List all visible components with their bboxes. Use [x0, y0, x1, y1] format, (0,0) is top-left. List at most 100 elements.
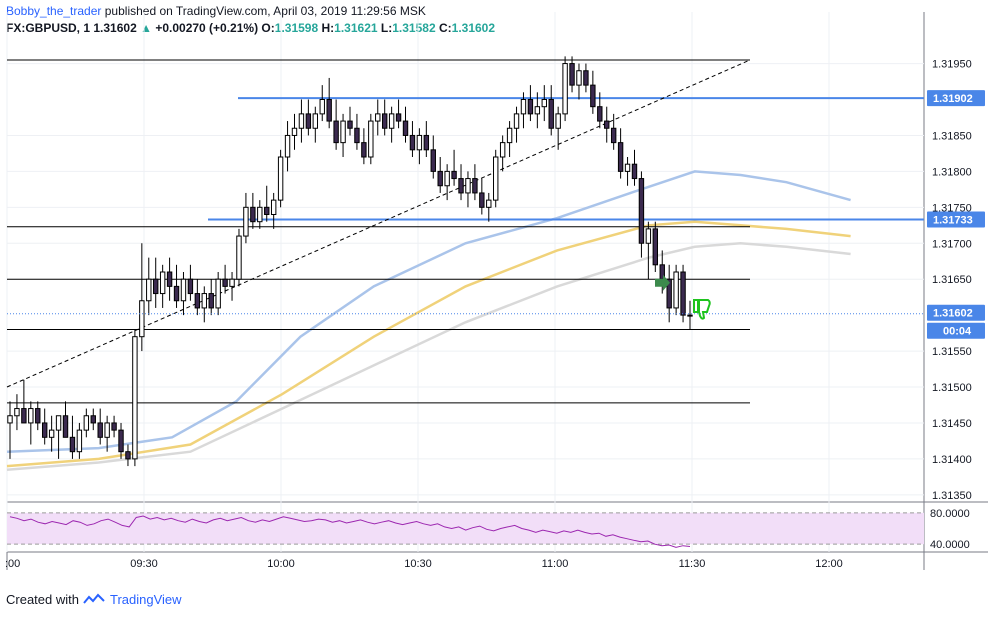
candle-body: [333, 120, 339, 144]
candle-body: [305, 113, 312, 129]
trendline: [6, 59, 751, 388]
candle-body: [604, 120, 610, 129]
candle-body: [680, 271, 686, 316]
candle-body: [555, 113, 561, 129]
candle-body: [465, 178, 471, 194]
candle-body: [590, 84, 596, 108]
candle-body: [132, 336, 138, 460]
candle-body: [597, 106, 603, 122]
candle-body: [125, 451, 131, 460]
candle-body: [173, 285, 180, 302]
candle-body: [139, 300, 145, 338]
candle-body: [645, 228, 652, 244]
y-tick-label: 1.31750: [932, 202, 972, 214]
candle-body: [437, 170, 443, 187]
candle-body: [277, 156, 284, 201]
tradingview-link[interactable]: TradingView: [110, 592, 182, 607]
y-tick-label: 1.31800: [932, 166, 972, 178]
moving-average-line: [6, 242, 851, 471]
candle-body: [409, 134, 416, 151]
low-label: L:: [380, 21, 393, 35]
candle-body: [548, 99, 554, 129]
candle-body: [319, 99, 325, 115]
y-tick-label: 1.31500: [932, 382, 972, 394]
y-tick-label: 1.31450: [932, 418, 972, 430]
price-label-text: 1.31902: [933, 93, 973, 105]
entry-arrow-icon: [655, 274, 670, 291]
candle-body: [583, 70, 589, 86]
candle-body: [486, 199, 492, 208]
candle-body: [416, 134, 423, 151]
candle-body: [340, 120, 346, 144]
low-value: 1.31582: [392, 21, 436, 35]
price-label-badge: [927, 322, 985, 339]
candle-body: [402, 120, 409, 136]
price-label-text: 1.31602: [933, 308, 973, 320]
high-value: 1.31621: [334, 21, 378, 35]
candle-body: [264, 206, 270, 215]
price-label-badge: [927, 90, 985, 107]
author-link[interactable]: Bobby_the_trader: [6, 4, 102, 18]
ohlc-line: FX:GBPUSD, 1 1.31602 ▲ +0.00270 (+0.21%)…: [6, 20, 982, 37]
candle-body: [284, 134, 291, 158]
candle-body: [243, 206, 249, 237]
tradingview-logo-icon: [82, 593, 105, 604]
candle-body: [41, 422, 48, 438]
x-tick-label: 09:30: [130, 558, 158, 570]
y-tick-label: 1.31850: [932, 130, 972, 142]
open-label: O:: [261, 21, 275, 35]
y-tick-label: 1.31350: [932, 490, 972, 502]
candle-body: [430, 149, 436, 172]
candle-body: [291, 127, 298, 136]
candle-body: [610, 127, 617, 144]
candle-body: [527, 99, 534, 115]
thumbs-down-icon: [693, 298, 711, 320]
candle-body: [361, 142, 367, 158]
candle-body: [146, 278, 152, 302]
candle-body: [229, 278, 235, 287]
candle-body: [451, 170, 457, 180]
price-label-text: 00:04: [943, 326, 972, 338]
candle-body: [35, 408, 41, 424]
candle-body: [104, 422, 110, 438]
candle-body: [48, 429, 55, 438]
candle-body: [479, 192, 485, 208]
last-price: 1.31602: [93, 21, 137, 35]
candle-body: [201, 293, 207, 309]
candle-body: [631, 163, 638, 180]
rsi-tick-label: 80.0000: [930, 508, 970, 520]
candle-body: [55, 415, 62, 431]
candle-body: [14, 408, 20, 417]
candle-body: [381, 113, 388, 129]
candle-body: [493, 156, 499, 201]
candle-body: [111, 422, 117, 431]
candle-body: [534, 106, 541, 115]
candle-body: [569, 63, 575, 86]
candle-body: [21, 408, 27, 424]
candle-body: [166, 271, 173, 287]
candle-body: [687, 314, 693, 317]
candle-body: [388, 113, 395, 129]
candle-body: [159, 271, 166, 295]
candle-body: [541, 99, 547, 108]
rsi-line: [9, 515, 691, 548]
footer: Created with TradingView: [6, 592, 182, 607]
candle-body: [347, 120, 353, 129]
candle-body: [326, 99, 332, 122]
rsi-band: [7, 512, 924, 545]
candle-body: [576, 70, 582, 86]
candle-body: [153, 278, 159, 295]
x-tick-label: :00: [5, 558, 20, 570]
candle-body: [62, 415, 69, 438]
candle-body: [624, 163, 631, 172]
candle-body: [90, 415, 96, 424]
close-label: C:: [438, 21, 452, 35]
price-label-badge: [927, 304, 985, 321]
candle-body: [7, 415, 13, 424]
rsi-tick-label: 40.0000: [930, 539, 970, 551]
y-tick-label: 1.31550: [932, 346, 972, 358]
price-label-text: 1.31733: [933, 215, 973, 227]
candle-body: [194, 293, 201, 309]
plot-area: [7, 12, 924, 552]
